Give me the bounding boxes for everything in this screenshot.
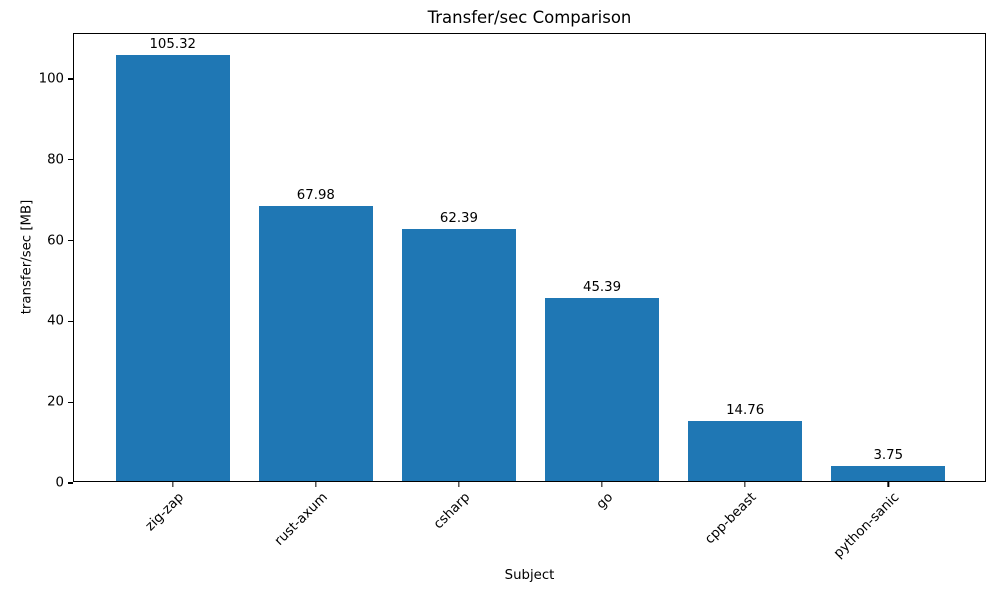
x-tick-label-go: go	[594, 490, 617, 513]
bar-value-label: 105.32	[149, 37, 196, 53]
y-tick-label: 0	[55, 475, 64, 491]
y-tick-label: 40	[47, 313, 64, 329]
x-axis-tick	[601, 482, 603, 488]
x-axis-tick	[315, 482, 317, 488]
y-axis-tick	[67, 401, 73, 403]
bar-value-label: 14.76	[726, 403, 765, 419]
bar-value-label: 62.39	[439, 210, 478, 226]
chart-title: Transfer/sec Comparison	[427, 8, 632, 27]
x-tick-label-zig-zap: zig-zap	[143, 490, 188, 535]
y-tick-label: 60	[47, 233, 64, 249]
bar-csharp	[401, 228, 517, 481]
x-tick-label-csharp: csharp	[431, 490, 474, 533]
y-tick-label: 20	[47, 394, 64, 410]
y-axis-tick	[67, 482, 73, 484]
bar-zig-zap	[115, 55, 230, 481]
bar-value-label: 45.39	[583, 279, 622, 295]
bar-python-sanic	[831, 465, 946, 481]
y-axis-tick	[67, 320, 73, 322]
x-axis-tick	[458, 482, 460, 488]
x-axis-label: Subject	[504, 568, 555, 583]
bar-rust-axum	[258, 206, 374, 481]
x-axis-tick	[172, 482, 174, 488]
bar-go	[544, 297, 660, 481]
y-axis-tick	[67, 239, 73, 242]
bar-value-label: 3.75	[873, 447, 904, 463]
y-axis-label: transfer/sec [MB]	[19, 199, 35, 315]
x-axis-tick	[887, 482, 889, 488]
y-tick-label: 100	[38, 71, 64, 87]
plot-area: 0 20 40 60 80 100 105.32 zig-zap 67.98 rust-axum 6…	[39, 33, 986, 561]
x-tick-label-python-sanic: python-sanic	[831, 490, 903, 562]
y-tick-label: 80	[47, 152, 64, 168]
bar-value-label: 67.98	[296, 188, 335, 204]
x-tick-label-rust-axum: rust-axum	[271, 490, 331, 549]
y-axis-tick	[67, 78, 73, 80]
x-axis-tick	[744, 482, 746, 488]
bar-cpp-beast	[687, 421, 803, 481]
y-axis-tick	[67, 159, 73, 161]
x-tick-label-cpp-beast: cpp-beast	[702, 490, 760, 548]
